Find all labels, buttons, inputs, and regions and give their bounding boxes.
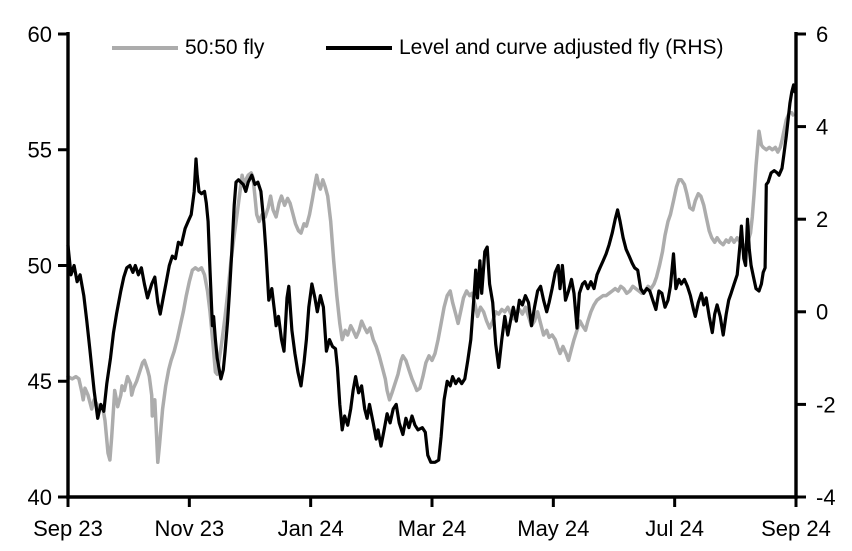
- right-axis-tick-label: 4: [816, 115, 828, 140]
- legend-line-swatch-gray: [112, 46, 178, 50]
- right-axis-tick-label: -4: [816, 485, 836, 510]
- x-axis-tick-label: Nov 23: [154, 516, 224, 541]
- left-axis-tick-label: 55: [28, 138, 52, 163]
- left-axis-tick-label: 45: [28, 369, 52, 394]
- legend-item-level-curve-adjusted-fly: Level and curve adjusted fly (RHS): [326, 36, 724, 60]
- left-axis-tick-label: 40: [28, 485, 52, 510]
- x-axis-tick-label: Sep 24: [761, 516, 831, 541]
- legend-label-5050-fly: 50:50 fly: [185, 36, 265, 59]
- x-axis-tick-label: Mar 24: [398, 516, 466, 541]
- right-axis-tick-label: 2: [816, 207, 828, 232]
- legend-item-5050-fly: 50:50 fly: [112, 36, 264, 60]
- right-axis-tick-label: -2: [816, 392, 836, 417]
- left-axis-tick-label: 50: [28, 253, 52, 278]
- right-axis-tick-label: 0: [816, 300, 828, 325]
- x-axis-tick-label: Sep 23: [33, 516, 103, 541]
- series-line-5050-fly: [66, 110, 795, 465]
- legend-line-swatch-black: [326, 46, 392, 50]
- x-axis-tick-label: May 24: [517, 516, 589, 541]
- right-axis-tick-label: 6: [816, 22, 828, 47]
- x-axis-tick-label: Jan 24: [278, 516, 344, 541]
- legend-label-level-curve-adjusted-fly: Level and curve adjusted fly (RHS): [399, 36, 724, 59]
- series-line-level-curve-adjusted-fly: [66, 83, 797, 464]
- left-axis-tick-label: 60: [28, 22, 52, 47]
- x-axis-tick-label: Jul 24: [645, 516, 704, 541]
